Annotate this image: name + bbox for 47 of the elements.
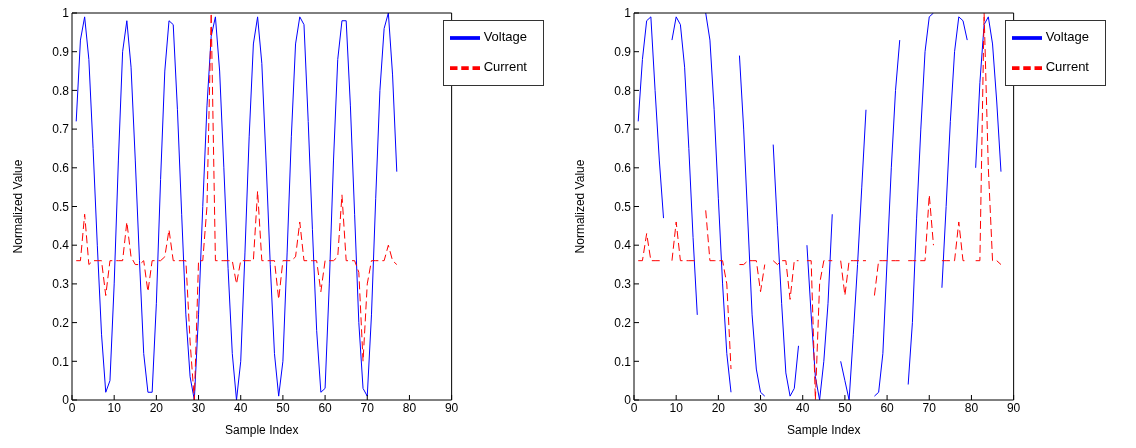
y-tick-label: 1 [62,6,70,21]
x-tick-label: 90 [444,400,459,415]
y-tick-label: 0.2 [52,315,70,330]
x-tick-label: 60 [880,400,895,415]
y-tick-label: 0.4 [52,238,70,253]
y-tick-label: 0.5 [614,199,632,214]
y-tick-label: 1 [624,6,632,21]
y-axis-title: Normalized Value [11,159,26,254]
x-tick-label: 10 [107,400,122,415]
y-tick-label: 0.7 [52,122,70,137]
x-tick-label: 70 [360,400,375,415]
y-tick-label: 0.2 [614,315,632,330]
y-tick-label: 0.7 [614,122,632,137]
y-tick-label: 0.1 [614,354,632,369]
y-tick-label: 0.6 [52,161,70,176]
x-tick-label: 90 [1006,400,1021,415]
x-tick-label: 40 [796,400,810,415]
y-tick-label: 0.3 [614,277,632,292]
y-axis-title: Normalized Value [573,159,588,254]
x-axis-title: Sample Index [225,423,299,437]
legend-label: Voltage [483,29,527,45]
x-tick-label: 50 [838,400,852,415]
y-tick-label: 0.4 [614,238,632,253]
x-tick-label: 30 [191,400,206,415]
x-tick-label: 10 [669,400,684,415]
y-tick-label: 0.5 [52,199,70,214]
x-tick-label: 80 [402,400,417,415]
legend-label: Current [483,59,527,75]
x-tick-label: 70 [922,400,937,415]
x-tick-label: 80 [964,400,979,415]
x-tick-label: 20 [711,400,726,415]
x-tick-label: 30 [753,400,768,415]
x-axis-title: Sample Index [787,423,861,437]
x-tick-label: 60 [318,400,333,415]
x-tick-label: 20 [149,400,164,415]
y-tick-label: 0.9 [614,44,632,59]
y-tick-label: 0.9 [52,44,70,59]
legend-label: Current [1045,59,1089,75]
legend-label: Voltage [1045,29,1089,45]
y-tick-label: 0.8 [614,83,632,98]
line-series [75,13,398,400]
y-tick-label: 0.8 [52,83,70,98]
y-tick-label: 0.1 [52,354,70,369]
y-tick-label: 0.6 [614,161,632,176]
x-tick-label: 40 [234,400,248,415]
x-tick-label: 50 [276,400,290,415]
y-tick-label: 0.3 [52,277,70,292]
